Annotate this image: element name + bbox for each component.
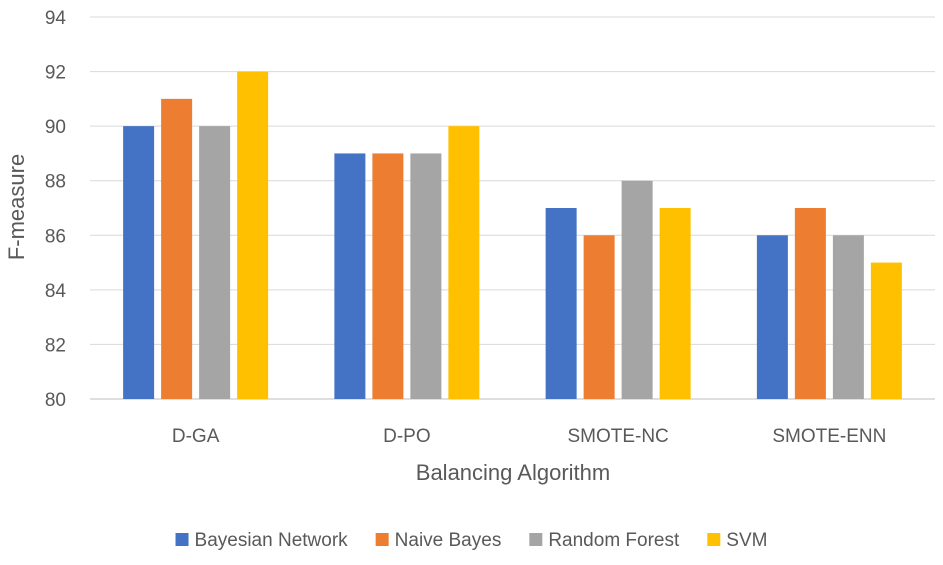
x-axis-title: Balancing Algorithm xyxy=(416,460,610,485)
bar xyxy=(372,153,404,399)
legend-label: Random Forest xyxy=(548,530,680,551)
bar xyxy=(832,235,864,399)
bar xyxy=(237,71,269,400)
legend-item: Bayesian Network xyxy=(175,530,349,551)
bar xyxy=(756,235,788,399)
bar xyxy=(448,126,480,400)
legend-item: Random Forest xyxy=(529,530,680,551)
legend-label: Naive Bayes xyxy=(395,530,502,551)
y-tick-label: 82 xyxy=(45,335,66,356)
y-tick-label: 94 xyxy=(45,8,67,29)
y-axis-title: F-measure xyxy=(4,154,29,260)
bar xyxy=(161,98,193,399)
y-tick-labels: 80 82 84 86 88 90 92 94 xyxy=(45,8,67,411)
bar xyxy=(410,153,442,399)
x-tick-label: SMOTE-NC xyxy=(567,426,668,447)
legend-swatch xyxy=(529,533,543,546)
bars xyxy=(123,71,902,400)
y-tick-label: 86 xyxy=(45,226,66,247)
legend-item: SVM xyxy=(707,530,767,551)
bar xyxy=(199,126,231,400)
bar xyxy=(583,235,615,399)
legend-swatch xyxy=(707,533,721,546)
y-tick-label: 80 xyxy=(45,390,66,411)
y-tick-label: 88 xyxy=(45,172,66,193)
legend-item: Naive Bayes xyxy=(375,530,502,551)
legend-label: SVM xyxy=(726,530,767,551)
bar xyxy=(545,208,577,399)
legend-label: Bayesian Network xyxy=(195,530,349,551)
bar xyxy=(123,126,155,400)
bar xyxy=(659,208,691,399)
legend-swatch xyxy=(175,533,189,546)
legend: Bayesian Network Naive Bayes Random Forest… xyxy=(175,530,767,551)
y-tick-label: 90 xyxy=(45,117,66,138)
bar xyxy=(794,208,826,399)
bar xyxy=(870,262,902,399)
x-tick-label: SMOTE-ENN xyxy=(772,426,886,447)
x-tick-labels: D-GA D-PO SMOTE-NC SMOTE-ENN xyxy=(172,426,887,447)
x-tick-label: D-PO xyxy=(383,426,431,447)
legend-swatch xyxy=(375,533,389,546)
bar xyxy=(621,180,653,399)
y-tick-label: 84 xyxy=(45,281,67,302)
y-tick-label: 92 xyxy=(45,63,66,84)
x-tick-label: D-GA xyxy=(172,426,220,447)
bar xyxy=(334,153,366,399)
gridlines xyxy=(90,16,935,400)
